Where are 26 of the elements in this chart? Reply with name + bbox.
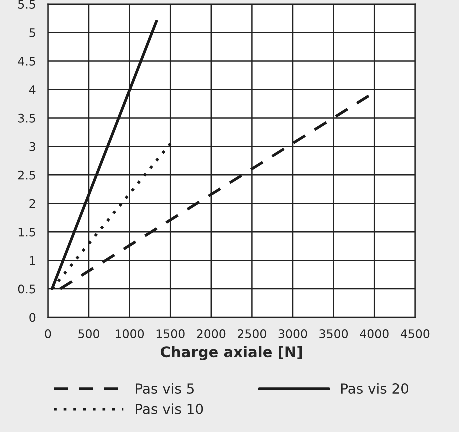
x-tick-label: 1000 bbox=[116, 330, 144, 338]
y-tick-label: 0.5 bbox=[18, 284, 36, 294]
y-tick-label: 5.5 bbox=[18, 0, 36, 9]
x-tick-label: 0 bbox=[45, 330, 52, 338]
x-tick-label: 3000 bbox=[278, 330, 308, 338]
y-tick-label: 3 bbox=[30, 142, 36, 152]
y-tick-label: 3.5 bbox=[18, 114, 36, 123]
x-tick-label: 2500 bbox=[238, 330, 266, 338]
x-tick-label: 4000 bbox=[360, 330, 389, 338]
y-tick-label: 1.5 bbox=[18, 228, 36, 237]
y-tick-label: 1 bbox=[30, 256, 36, 266]
legend-label: Pas vis 5 bbox=[136, 383, 194, 394]
x-tick-label: 3500 bbox=[320, 330, 348, 338]
y-tick-label: 2.5 bbox=[18, 170, 36, 180]
y-tick-label: 0 bbox=[30, 313, 36, 322]
y-tick-label: 2 bbox=[30, 199, 36, 208]
x-axis-title: Charge axiale [N] bbox=[160, 346, 302, 361]
x-tick-label: 1500 bbox=[156, 330, 185, 338]
legend-label: Pas vis 20 bbox=[341, 383, 409, 394]
y-tick-label: 4 bbox=[29, 86, 36, 94]
x-tick-label: 4500 bbox=[400, 330, 430, 338]
x-tick-label: 500 bbox=[78, 330, 100, 338]
x-tick-label: 2000 bbox=[197, 330, 226, 338]
y-tick-label: 5 bbox=[30, 28, 36, 38]
legend-label: Pas vis 10 bbox=[136, 404, 204, 414]
y-tick-label: 4.5 bbox=[18, 57, 36, 66]
